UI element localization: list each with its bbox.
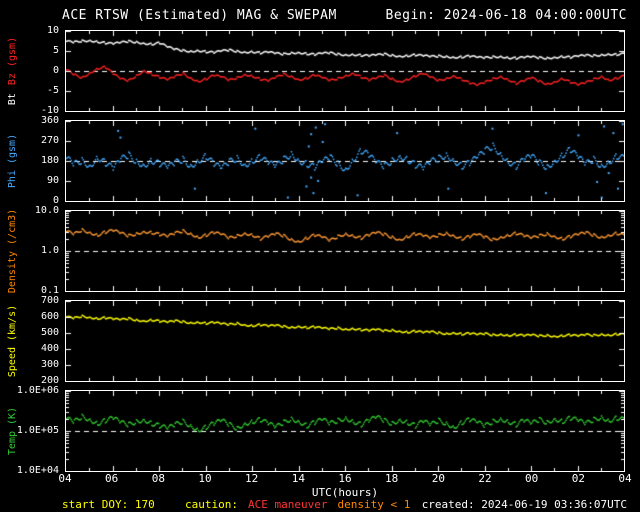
x-tick-label: 08 <box>151 472 165 485</box>
panel-density-canvas <box>66 211 624 291</box>
created-timestamp: created: 2024-06-19 03:36:07UTC <box>421 498 627 511</box>
axis-label-part: Temp (K) <box>7 406 18 456</box>
y-tick-label: 1.0E+06 <box>16 385 59 396</box>
y-tick-label: 180 <box>40 155 59 166</box>
y-tick-label: 360 <box>40 115 59 126</box>
start-doy: start DOY: 170 <box>62 498 155 511</box>
y-tick-label: 90 <box>46 175 59 186</box>
y-tick-label: 0 <box>52 65 59 76</box>
y-tick-label: 5 <box>52 45 59 56</box>
x-tick-label: 12 <box>245 472 259 485</box>
axis-label-speed: Speed (km/s) <box>6 300 20 382</box>
y-tick-label: -5 <box>46 85 59 96</box>
axis-label-density: Density (/cm3) <box>6 208 20 294</box>
x-tick-label: 16 <box>338 472 352 485</box>
y-tick-label: 600 <box>40 311 59 322</box>
panel-speed-canvas <box>66 301 624 381</box>
axis-label-part: Bz (gsm) <box>7 36 18 86</box>
y-tick-label: 0.1 <box>40 285 59 296</box>
x-tick-label: 06 <box>105 472 119 485</box>
axis-label-phi: Phi (gsm) <box>6 120 20 202</box>
x-tick-label: 10 <box>198 472 212 485</box>
y-tick-label: 500 <box>40 327 59 338</box>
y-tick-label: 270 <box>40 135 59 146</box>
panel-mag-canvas <box>66 31 624 111</box>
y-tick-label: 300 <box>40 359 59 370</box>
axis-label-part: Density (/cm3) <box>7 208 18 294</box>
x-axis-title: UTC(hours) <box>311 486 379 499</box>
caution-note: caution: ACE maneuver density < 1 <box>185 498 420 511</box>
x-tick-label: 18 <box>385 472 399 485</box>
axis-label-part: Speed (km/s) <box>7 304 18 378</box>
x-tick-label: 04 <box>58 472 72 485</box>
y-tick-label: 1.0E+04 <box>16 465 59 476</box>
panel-density <box>65 210 625 292</box>
caution-density: density < 1 <box>337 498 411 511</box>
panel-speed <box>65 300 625 382</box>
x-tick-label: 22 <box>478 472 492 485</box>
x-tick-label: 02 <box>571 472 585 485</box>
panel-phi <box>65 120 625 202</box>
y-tick-label: 1.0 <box>40 245 59 256</box>
x-tick-label: 00 <box>525 472 539 485</box>
begin-timestamp: Begin: 2024-06-18 04:00:00UTC <box>385 8 627 23</box>
y-tick-label: 200 <box>40 375 59 386</box>
plot-title: ACE RTSW (Estimated) MAG & SWEPAM <box>62 8 337 23</box>
y-tick-label: 10 <box>46 25 59 36</box>
panel-temp-canvas <box>66 391 624 471</box>
y-tick-label: 400 <box>40 343 59 354</box>
y-tick-label: -10 <box>40 105 59 116</box>
x-tick-label: 20 <box>431 472 445 485</box>
y-tick-label: 0 <box>52 195 59 206</box>
axis-label-part: Phi (gsm) <box>7 133 18 189</box>
caution-label: caution: <box>185 498 238 511</box>
x-tick-label: 04 <box>618 472 632 485</box>
caution-maneuver: ACE maneuver <box>247 498 328 511</box>
y-tick-label: 10.0 <box>34 205 59 216</box>
panel-mag <box>65 30 625 112</box>
x-tick-label: 14 <box>291 472 305 485</box>
axis-label-temp: Temp (K) <box>6 390 20 472</box>
axis-label-part: Bt <box>7 93 18 106</box>
panel-phi-canvas <box>66 121 624 201</box>
panel-temp <box>65 390 625 472</box>
axis-label-mag: Bt Bz (gsm) <box>6 30 20 112</box>
y-tick-label: 1.0E+05 <box>16 425 59 436</box>
y-tick-label: 700 <box>40 295 59 306</box>
